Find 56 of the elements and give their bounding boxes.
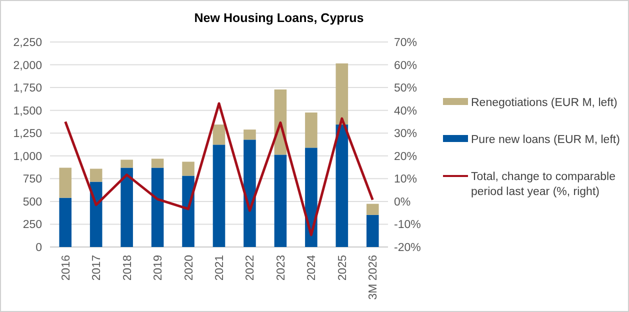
legend-label: Renegotiations (EUR M, left) [471, 97, 618, 109]
y2-tick-label: -20% [394, 242, 421, 254]
legend-label: Pure new loans (EUR M, left) [471, 134, 620, 146]
y-tick-label: 250 [22, 219, 42, 232]
x-tick-label: 2019 [152, 255, 165, 281]
y-tick-label: 1,000 [13, 150, 42, 163]
line-series [64, 102, 374, 236]
bar [305, 112, 318, 148]
bar [59, 168, 72, 198]
x-tick-label: 3M 2026 [368, 255, 380, 300]
bar [90, 168, 102, 182]
y2-tick-label: 30% [394, 128, 418, 140]
x-tick-label: 2017 [91, 255, 104, 281]
x-tick-label: 2018 [122, 255, 134, 281]
x-tick-label: 2016 [60, 255, 72, 281]
bar [244, 130, 256, 140]
bar [182, 176, 194, 247]
bar [305, 148, 318, 247]
x-tick-label: 2021 [214, 255, 226, 281]
y2-tick-label: 60% [394, 60, 418, 72]
y2-tick-label: -10% [394, 219, 421, 232]
bar [366, 214, 379, 247]
x-tick-label: 2024 [306, 254, 318, 281]
x-tick-label: 2025 [336, 255, 349, 281]
y-tick-label: 1,750 [13, 82, 42, 95]
chart-title: New Housing Loans, Cyprus [194, 11, 364, 25]
y2-tick-label: 10% [394, 174, 418, 186]
bar [120, 160, 133, 168]
bar [151, 158, 164, 168]
y-tick-label: 2,250 [13, 37, 42, 49]
x-tick-label: 2022 [244, 255, 257, 281]
x-tick-label: 2020 [183, 255, 196, 281]
bar [212, 144, 226, 247]
bar [336, 63, 348, 125]
bar [120, 168, 133, 247]
y-tick-label: 2,000 [13, 60, 42, 72]
y2-tick-label: 70% [394, 37, 418, 49]
x-tick-label: 2023 [275, 255, 288, 281]
y-tick-label: 1,250 [13, 128, 42, 140]
bar [59, 198, 72, 247]
y-tick-label: 1,500 [13, 105, 42, 118]
bar [182, 162, 194, 176]
y-tick-label: 500 [22, 196, 42, 208]
y-tick-label: 750 [22, 174, 42, 186]
y2-tick-label: 50% [394, 82, 418, 95]
bar [336, 124, 348, 247]
y2-tick-label: 20% [394, 150, 418, 163]
y-tick-label: 0 [36, 242, 42, 254]
bar [274, 154, 287, 247]
y2-tick-label: 0% [394, 196, 411, 208]
bar [366, 204, 379, 215]
legend-label: Total, change to comparable period last year (%, right) [471, 171, 616, 198]
bar [212, 124, 226, 145]
y2-tick-label: 40% [394, 105, 418, 118]
bar [244, 140, 256, 247]
bar [151, 168, 164, 247]
